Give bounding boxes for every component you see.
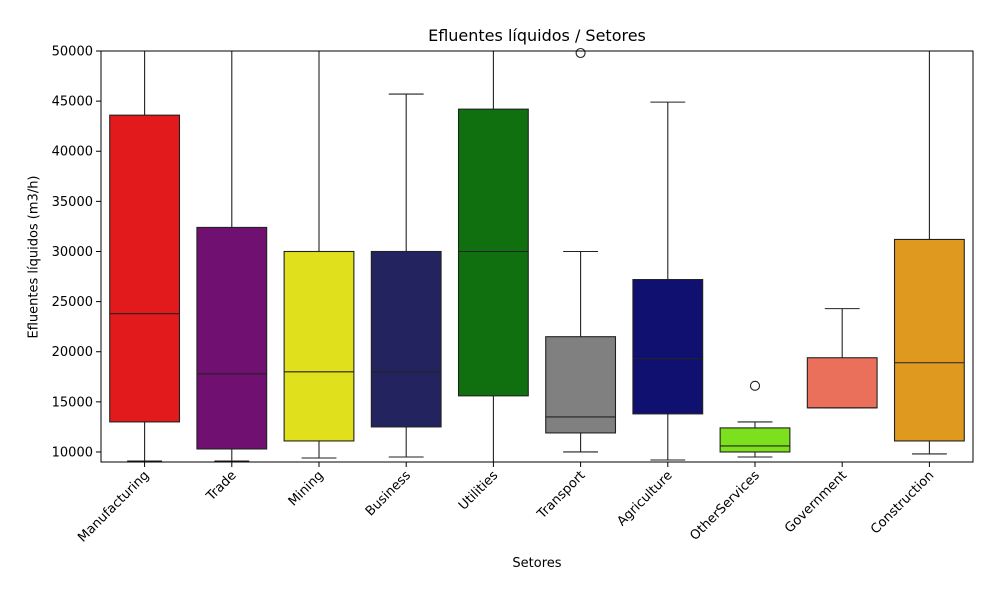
x-axis-label: Setores	[512, 556, 562, 571]
x-tick-label: Transport	[534, 468, 588, 522]
box-utilities	[457, 50, 529, 463]
outlier-point	[575, 47, 586, 59]
box-otherservices	[719, 380, 791, 458]
x-tick-label: Mining	[286, 468, 327, 509]
box-trade	[196, 50, 268, 462]
y-tick-label: 15000	[52, 395, 93, 410]
y-tick-label: 45000	[52, 95, 93, 110]
y-tick-label: 40000	[52, 145, 93, 160]
x-tick-label: Business	[363, 468, 414, 519]
x-tick-label: Agriculture	[614, 468, 675, 529]
y-axis-label: Efluentes líquidos (m3/h)	[26, 175, 42, 339]
y-tick-label: 25000	[52, 295, 93, 310]
box-construction	[893, 50, 965, 455]
box-business	[370, 93, 442, 458]
box-iqr	[283, 250, 355, 442]
x-tick-label: OtherServices	[687, 468, 763, 544]
box-iqr	[632, 279, 704, 415]
box-iqr	[457, 108, 529, 397]
box-iqr	[893, 238, 965, 442]
box-iqr	[370, 250, 442, 428]
box-government	[806, 308, 878, 409]
y-tick-label: 35000	[52, 195, 93, 210]
y-tick-label: 50000	[52, 45, 93, 60]
box-iqr	[719, 427, 791, 453]
outlier-point	[749, 380, 761, 391]
box-manufacturing	[109, 50, 181, 462]
plot-marks	[109, 47, 965, 463]
chart-title: Efluentes líquidos / Setores	[428, 26, 646, 45]
box-mining	[283, 50, 355, 459]
y-tick-label: 20000	[52, 345, 93, 360]
y-tick-label: 30000	[52, 245, 93, 260]
box-iqr	[806, 357, 878, 409]
box-transport	[545, 47, 617, 453]
x-tick-label: Utilities	[456, 468, 501, 513]
box-iqr	[545, 336, 617, 434]
box-iqr	[109, 114, 181, 423]
x-tick-label: Construction	[868, 468, 937, 537]
box-iqr	[196, 226, 268, 450]
x-tick-label: Trade	[203, 468, 239, 504]
x-tick-label: Government	[782, 468, 850, 536]
plot-frame	[100, 50, 974, 463]
x-tick-label: Manufacturing	[75, 468, 152, 545]
y-tick-label: 10000	[52, 445, 93, 460]
box-agriculture	[632, 101, 704, 461]
